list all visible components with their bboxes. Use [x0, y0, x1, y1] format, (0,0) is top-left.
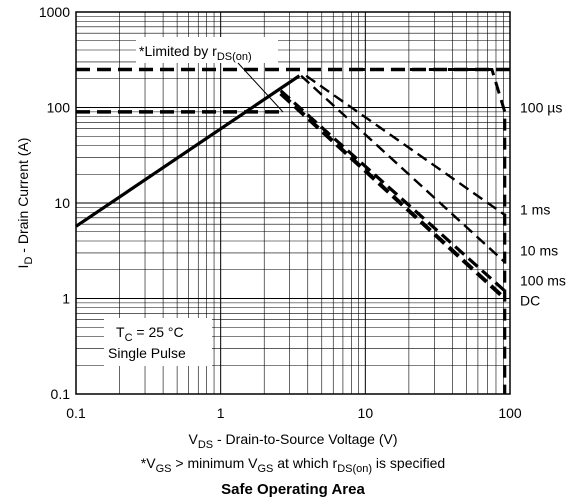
x-tick-label: 0.1 [66, 405, 86, 421]
series-label: 100 µs [520, 100, 562, 116]
x-tick-label: 100 [498, 405, 522, 421]
rdson-note: *Limited by rDS(on) [139, 43, 252, 63]
y-tick-label: 10 [54, 195, 70, 211]
rdson-note-arrow [237, 62, 284, 113]
soa-curve-1ms [305, 74, 506, 216]
y-tick-label: 1 [62, 291, 70, 307]
x-tick-label: 1 [217, 405, 225, 421]
rdson-limit-line [75, 74, 301, 228]
y-tick-label: 1000 [39, 4, 70, 20]
conditions-box [104, 318, 212, 366]
footnote: *VGS > minimum VGS at which rDS(on) is s… [141, 455, 445, 475]
soa-curve-100s [352, 68, 507, 394]
series-labels: 100 µs 1 ms 10 ms 100 ms DC [520, 100, 566, 309]
current-limit-lines [76, 67, 510, 114]
series-label: 10 ms [520, 242, 558, 258]
series-label: 1 ms [520, 202, 550, 218]
x-axis-title: VDS - Drain-to-Source Voltage (V) [188, 431, 397, 451]
chart-title: Safe Operating Area [221, 481, 365, 498]
soa-curve-dc [279, 92, 507, 300]
series-label: DC [520, 293, 540, 309]
soa-curve-100ms [279, 89, 506, 293]
tick-labels: 0.1 1 10 100 0.1 1 10 100 1000 [39, 4, 522, 421]
soa-curves [75, 68, 507, 394]
conditions-line1: TC = 25 °C [116, 324, 184, 344]
y-tick-label: 0.1 [51, 386, 71, 402]
soa-curve-10ms [300, 74, 506, 264]
conditions-line2: Single Pulse [108, 345, 186, 361]
rdson-note-box [136, 37, 278, 63]
plot-frame [75, 11, 511, 395]
y-tick-label: 100 [47, 100, 71, 116]
y-axis-title: ID - Drain Current (A) [15, 138, 35, 269]
series-label: 100 ms [520, 272, 566, 288]
x-tick-label: 10 [358, 405, 374, 421]
